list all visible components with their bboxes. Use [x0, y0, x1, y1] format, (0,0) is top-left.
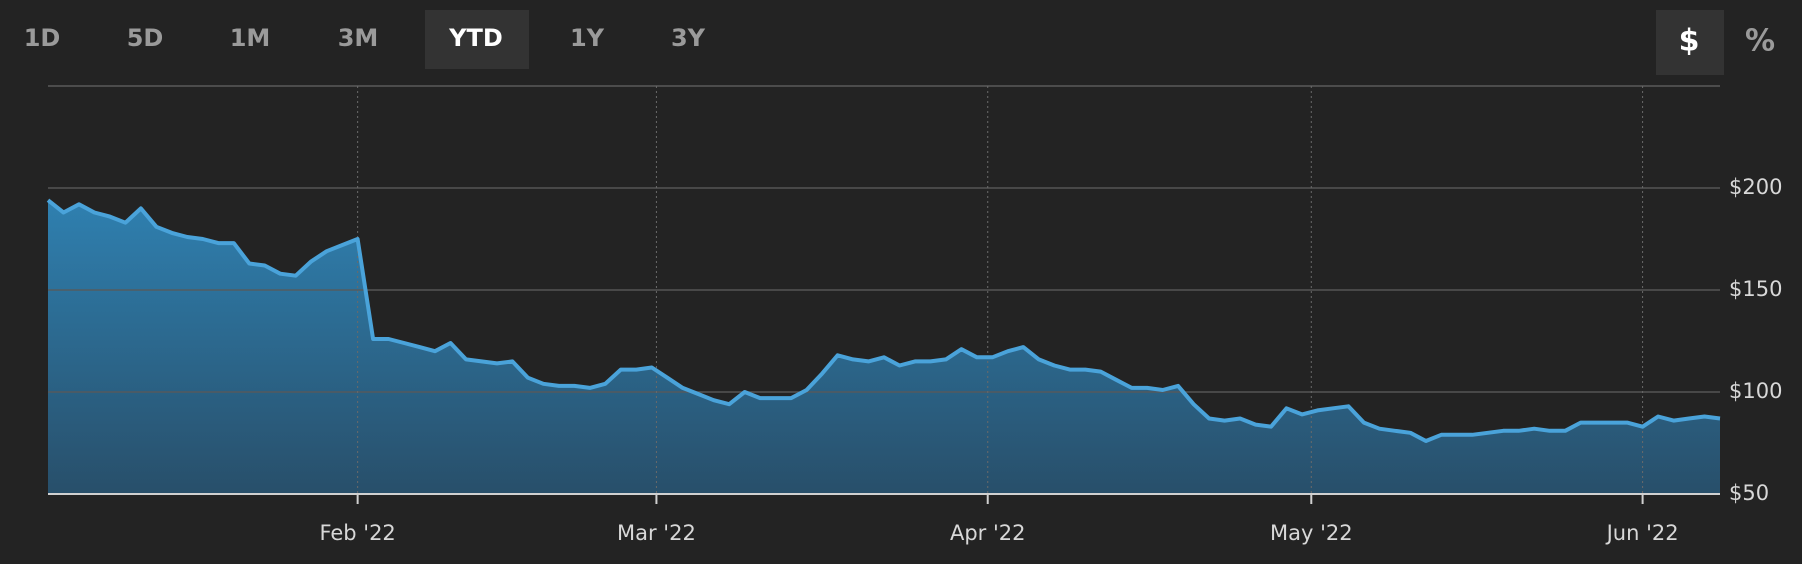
- area: [48, 200, 1720, 494]
- selected-unit-bg: [1656, 10, 1724, 75]
- range-button[interactable]: 5D: [127, 24, 164, 52]
- range-button[interactable]: 1D: [24, 24, 61, 52]
- selected-range-bg: [425, 10, 529, 69]
- y-tick-label: $50: [1729, 481, 1769, 505]
- x-tick-label: Jun '22: [1605, 521, 1679, 545]
- range-button[interactable]: 3M: [338, 24, 379, 52]
- y-tick-label: $100: [1729, 379, 1782, 403]
- range-button[interactable]: 1Y: [570, 24, 605, 52]
- range-button[interactable]: 3Y: [671, 24, 706, 52]
- x-tick-label: Feb '22: [319, 521, 395, 545]
- range-button[interactable]: 1M: [230, 24, 271, 52]
- range-button[interactable]: YTD: [448, 24, 503, 52]
- x-tick-label: Apr '22: [950, 521, 1026, 545]
- unit-button[interactable]: %: [1745, 24, 1775, 59]
- price-line: [46, 198, 1721, 443]
- y-tick-label: $200: [1729, 175, 1782, 199]
- x-tick-label: Mar '22: [617, 521, 696, 545]
- x-tick-label: May '22: [1270, 521, 1353, 545]
- unit-button[interactable]: $: [1679, 24, 1700, 59]
- y-tick-label: $150: [1729, 277, 1782, 301]
